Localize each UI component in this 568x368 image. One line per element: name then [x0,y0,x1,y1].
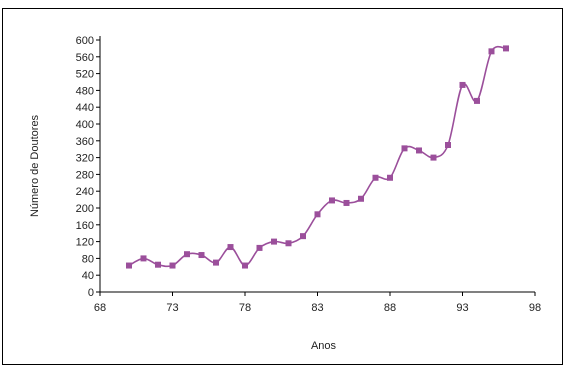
y-tick-label: 160 [76,220,94,232]
data-point [358,195,364,202]
x-tick-label: 93 [456,302,468,314]
y-axis-label: Número de Doutores [29,114,41,217]
y-tick-label: 240 [76,186,94,198]
y-tick-label: 280 [76,169,94,181]
x-tick-label: 68 [94,302,106,314]
y-tick-label: 520 [76,69,94,81]
data-point [474,97,480,104]
data-point [488,48,495,55]
y-tick-label: 320 [76,153,94,165]
x-tick-label: 88 [384,302,396,314]
x-tick-label: 98 [529,302,541,314]
data-point [401,145,408,152]
y-tick-label: 200 [76,203,94,215]
x-tick-label: 83 [311,302,323,314]
data-point [140,255,147,262]
chart-frame [2,8,563,365]
data-point [126,262,132,269]
data-point [300,233,306,240]
y-tick-label: 400 [76,119,94,131]
y-tick-label: 600 [76,35,94,47]
data-point [372,174,379,181]
data-point [430,154,437,161]
y-tick-label: 360 [76,136,94,148]
data-point [155,261,161,268]
data-point [387,174,393,181]
x-tick-label: 73 [166,302,178,314]
data-point [459,81,466,88]
data-point [213,259,219,266]
series-lines [128,45,507,268]
data-point [227,244,234,251]
data-point [285,240,292,247]
x-axis-ticks: 68 73 78 83 88 93 98 [94,292,541,314]
y-tick-label: 560 [76,52,94,64]
series-line [128,45,507,268]
chart-axes [99,36,535,293]
data-point [416,147,422,154]
y-tick-label: 80 [82,253,94,265]
y-tick-label: 120 [76,237,94,249]
series-points [126,45,509,269]
y-tick-label: 0 [88,287,94,299]
y-tick-label: 440 [76,102,94,114]
data-point [242,262,248,269]
data-point [445,142,451,148]
data-point [271,238,277,245]
x-axis-label: Anos [311,340,337,352]
data-point [314,211,321,218]
data-point [169,262,176,269]
data-point [329,197,335,204]
y-tick-label: 480 [76,85,94,97]
y-tick-label: 40 [82,270,94,282]
data-point [184,251,190,258]
x-tick-label: 78 [239,302,251,314]
y-axis-ticks: 0 40 80 120 160 200 240 280 320 360 400 440 480 520 56… [76,35,100,299]
data-point [198,252,205,259]
data-point [343,199,350,206]
data-point [256,244,263,251]
data-point [503,45,509,52]
